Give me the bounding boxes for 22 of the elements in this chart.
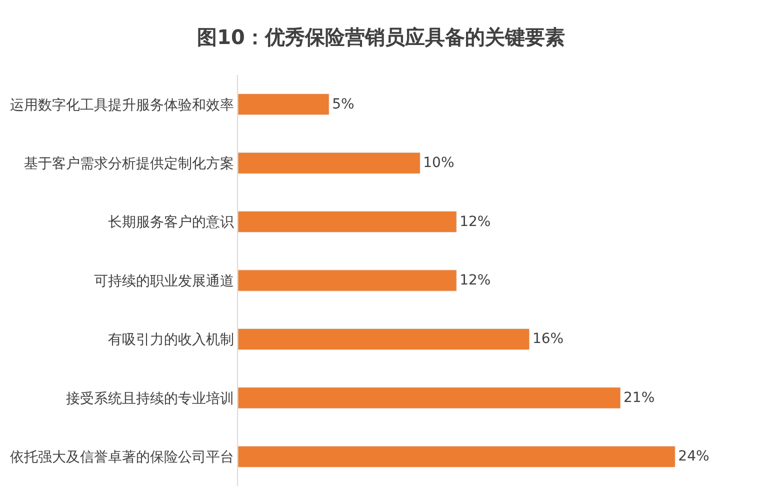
data-label: 5% [332,96,354,112]
bar [238,152,420,174]
y-tick-label: 运用数字化工具提升服务体验和效率 [10,97,234,114]
data-label: 24% [678,448,710,465]
y-tick-label: 长期服务客户的意识 [108,214,234,231]
y-tick-label: 依托强大及信誉卓著的保险公司平台 [10,450,234,466]
data-label: 12% [460,214,491,230]
chart-title: 图10：优秀保险营销员应具备的关键要素 [197,24,565,49]
bar [238,446,676,468]
y-tick-label: 可持续的职业发展通道 [94,273,234,290]
bar [238,387,621,409]
data-label: 21% [624,390,655,406]
bar [238,94,330,116]
data-label: 12% [460,272,491,288]
y-tick-label: 有吸引力的收入机制 [108,332,234,348]
bar [238,328,530,350]
data-label: 16% [532,331,564,348]
y-tick-label: 基于客户需求分析提供定制化方案 [24,154,234,172]
bar [238,210,457,233]
bar [238,270,457,292]
y-tick-label: 接受系统且持续的专业培训 [66,390,234,407]
data-label: 10% [423,155,454,172]
